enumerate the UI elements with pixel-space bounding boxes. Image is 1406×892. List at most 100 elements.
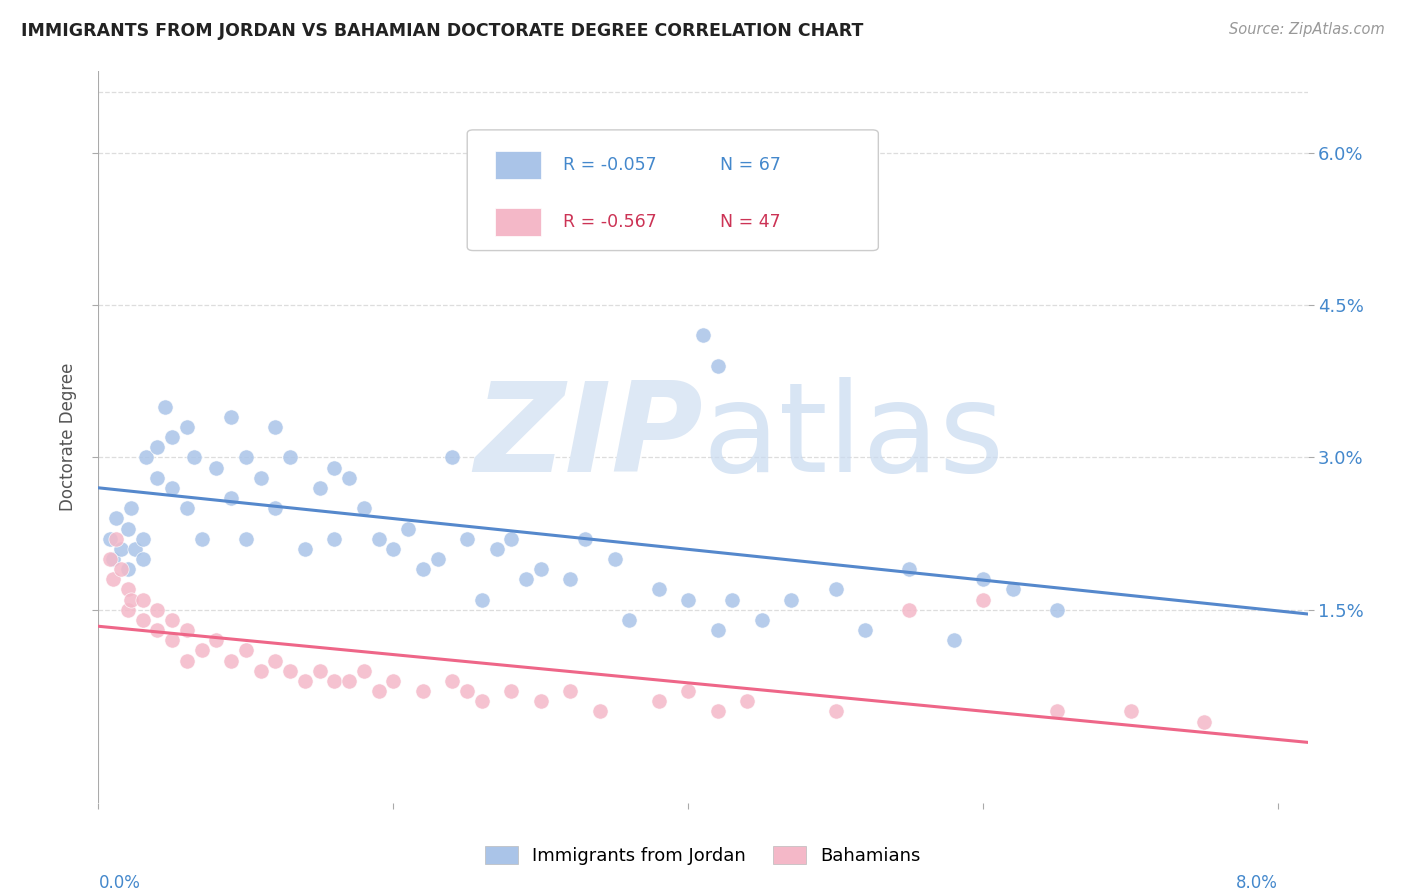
Point (264, 654, 287, 668)
Point (235, 532, 257, 546)
Point (735, 694, 758, 708)
Point (205, 633, 228, 648)
Point (412, 684, 434, 698)
Point (560, 572, 582, 586)
Point (294, 541, 316, 556)
Point (120, 592, 142, 607)
Point (1046, 705, 1069, 719)
Point (323, 673, 346, 688)
Point (589, 705, 612, 719)
Point (780, 592, 803, 607)
Point (1194, 714, 1216, 729)
Point (235, 450, 257, 465)
Point (972, 572, 994, 586)
Point (160, 633, 183, 648)
Point (98, 552, 121, 566)
Point (135, 450, 157, 465)
FancyBboxPatch shape (495, 208, 541, 235)
Point (1119, 705, 1142, 719)
Point (190, 643, 212, 657)
Point (176, 420, 198, 434)
Point (824, 705, 846, 719)
Point (205, 460, 228, 475)
Point (131, 592, 153, 607)
Text: 8.0%: 8.0% (1236, 874, 1278, 892)
Point (648, 176, 671, 190)
Point (1001, 582, 1024, 597)
Y-axis label: Doctorate Degree: Doctorate Degree (59, 363, 77, 511)
Point (190, 532, 212, 546)
Point (456, 684, 478, 698)
Point (176, 623, 198, 637)
Point (146, 471, 169, 485)
Point (353, 501, 375, 516)
Point (426, 552, 449, 566)
Point (824, 582, 846, 597)
Point (264, 420, 287, 434)
Point (706, 623, 728, 637)
Point (353, 664, 375, 678)
Point (235, 643, 257, 657)
Point (264, 501, 287, 516)
Point (160, 430, 183, 444)
Point (120, 501, 142, 516)
Point (183, 450, 205, 465)
Point (501, 532, 523, 546)
Point (441, 450, 464, 465)
Point (1046, 603, 1069, 617)
Point (308, 481, 330, 495)
Point (117, 603, 139, 617)
Text: N = 47: N = 47 (720, 213, 780, 231)
Point (117, 521, 139, 535)
Point (337, 673, 360, 688)
Point (692, 328, 714, 343)
Point (456, 532, 478, 546)
Point (153, 400, 176, 414)
Point (131, 613, 153, 627)
Point (751, 613, 773, 627)
Point (942, 633, 965, 648)
Point (619, 613, 641, 627)
Point (278, 450, 301, 465)
Point (308, 664, 330, 678)
Point (294, 673, 316, 688)
Point (396, 521, 419, 535)
Text: atlas: atlas (703, 376, 1005, 498)
Point (160, 613, 183, 627)
Text: R = -0.057: R = -0.057 (562, 156, 657, 174)
Text: N = 67: N = 67 (720, 156, 780, 174)
Point (367, 532, 389, 546)
Point (603, 552, 626, 566)
Point (678, 684, 700, 698)
Text: 0.0%: 0.0% (98, 874, 141, 892)
Point (471, 592, 494, 607)
Point (382, 673, 405, 688)
Point (101, 572, 124, 586)
Point (110, 541, 132, 556)
Point (117, 582, 139, 597)
Point (176, 501, 198, 516)
Point (530, 562, 553, 576)
Point (898, 562, 921, 576)
Point (219, 409, 242, 424)
Point (124, 541, 146, 556)
Point (412, 562, 434, 576)
Point (471, 694, 494, 708)
Point (382, 541, 405, 556)
FancyBboxPatch shape (467, 130, 879, 251)
Point (105, 511, 128, 525)
Point (98, 532, 121, 546)
FancyBboxPatch shape (495, 152, 541, 179)
Point (117, 562, 139, 576)
Point (146, 440, 169, 454)
Point (530, 694, 553, 708)
Point (219, 491, 242, 505)
Point (337, 471, 360, 485)
Point (706, 705, 728, 719)
Text: Source: ZipAtlas.com: Source: ZipAtlas.com (1229, 22, 1385, 37)
Point (721, 592, 744, 607)
Point (323, 460, 346, 475)
Point (574, 532, 596, 546)
Point (441, 673, 464, 688)
Text: IMMIGRANTS FROM JORDAN VS BAHAMIAN DOCTORATE DEGREE CORRELATION CHART: IMMIGRANTS FROM JORDAN VS BAHAMIAN DOCTO… (21, 22, 863, 40)
